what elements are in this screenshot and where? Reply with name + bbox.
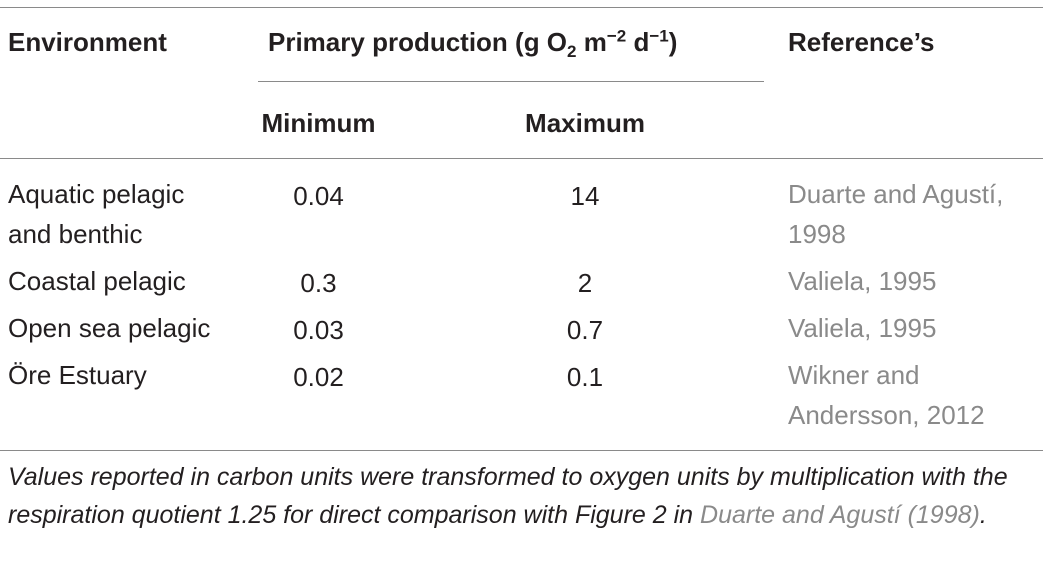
- table-row-4-min: 0.02: [293, 362, 344, 392]
- table-row-3-environment: Open sea pelagic: [8, 313, 211, 343]
- table-row-3-min: 0.03: [293, 315, 344, 345]
- table-bottom-rule: [0, 450, 1043, 451]
- table-row-1-reference: Duarte and Agustí, 1998: [788, 179, 1004, 249]
- header-primary-production: Primary production (g O2 m−2 d−1): [268, 26, 678, 62]
- header-minimum: Minimum: [261, 108, 376, 138]
- table-row-1-max: 14: [570, 181, 600, 211]
- table-row-3-max: 0.7: [566, 315, 604, 345]
- table-row-2-reference: Valiela, 1995: [788, 266, 937, 296]
- header-reference: Reference’s: [788, 27, 935, 57]
- table-row-4-reference: Wikner and Andersson, 2012: [788, 360, 985, 430]
- table-row-2-min: 0.3: [300, 268, 337, 298]
- table-row-2-max: 2: [577, 268, 593, 298]
- table-row-4-max: 0.1: [566, 362, 604, 392]
- header-sub-rule: [258, 81, 764, 82]
- table-row-1-environment: Aquatic pelagic and benthic: [8, 179, 185, 249]
- header-environment: Environment: [8, 27, 167, 57]
- header-bottom-rule: [0, 158, 1043, 159]
- table-footnote: Values reported in carbon units were tra…: [8, 463, 1008, 529]
- table-row-3-reference: Valiela, 1995: [788, 313, 937, 343]
- table-top-rule: [0, 7, 1043, 8]
- footnote-citation-link[interactable]: Duarte and Agustí (1998): [700, 501, 980, 529]
- table-row-4-environment: Öre Estuary: [8, 360, 147, 390]
- header-maximum: Maximum: [525, 108, 645, 138]
- table-row-1-min: 0.04: [293, 181, 344, 211]
- table-row-2-environment: Coastal pelagic: [8, 266, 186, 296]
